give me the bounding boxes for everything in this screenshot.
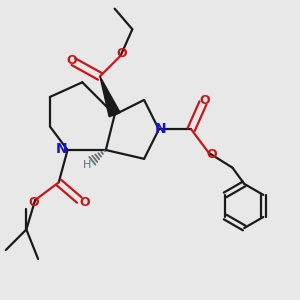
Text: O: O [199, 94, 210, 107]
Text: N: N [56, 142, 68, 156]
Text: H: H [82, 160, 91, 170]
Text: O: O [117, 47, 127, 60]
Polygon shape [100, 76, 120, 117]
Text: O: O [28, 196, 39, 209]
Text: O: O [67, 54, 77, 67]
Text: N: N [154, 122, 166, 136]
Text: O: O [206, 148, 217, 161]
Text: O: O [79, 196, 90, 209]
